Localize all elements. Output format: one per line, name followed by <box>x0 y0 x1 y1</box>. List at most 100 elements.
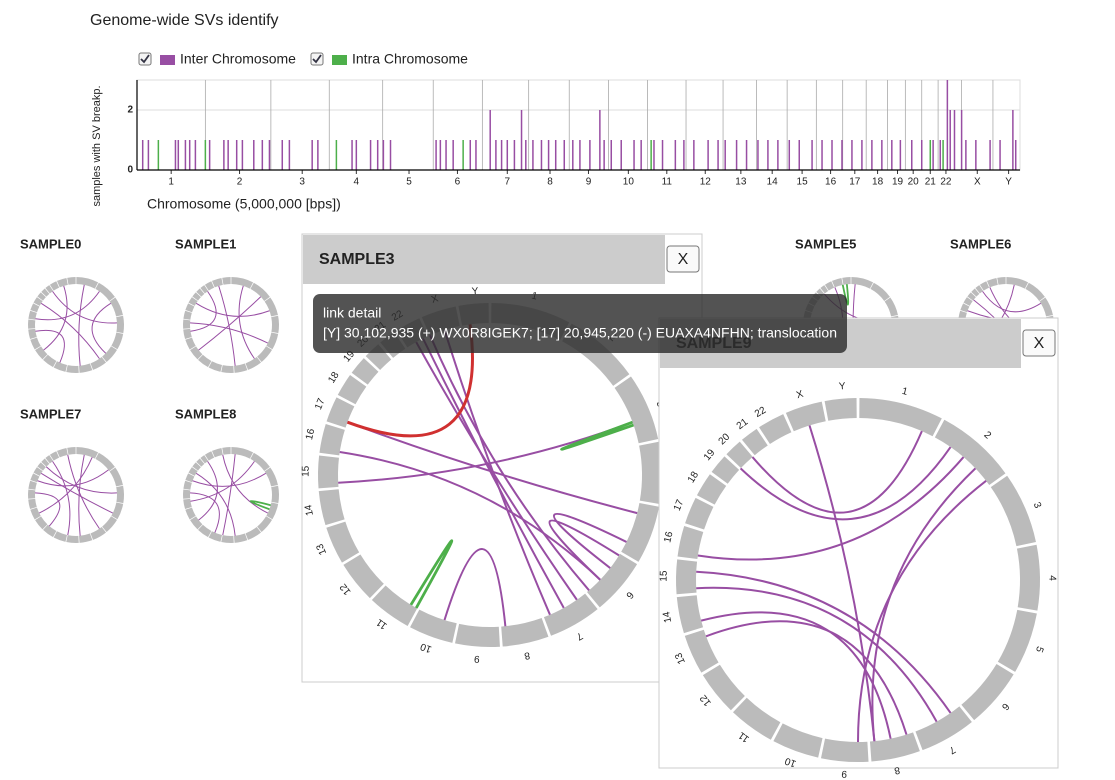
chromosome-segment <box>116 485 124 504</box>
sample-name[interactable]: SAMPLE5 <box>795 236 856 251</box>
sample-name[interactable]: SAMPLE8 <box>175 406 236 421</box>
bar <box>939 140 941 170</box>
chromosome-segment <box>859 398 942 437</box>
chromosome-segment <box>676 559 698 595</box>
bar <box>745 140 748 170</box>
chromosome-segment <box>30 507 41 520</box>
chromosome-segment <box>66 535 79 543</box>
chromosome-segment <box>95 282 115 301</box>
bar <box>661 140 664 170</box>
chromosome-segment <box>934 419 1006 486</box>
chromosome-segment <box>45 455 54 464</box>
legend-checkbox[interactable] <box>310 52 324 66</box>
link <box>857 480 987 743</box>
bar <box>899 140 902 170</box>
sample-name[interactable]: SAMPLE7 <box>20 406 81 421</box>
bar <box>949 110 951 170</box>
sample-name[interactable]: SAMPLE0 <box>20 236 81 251</box>
x-tick-label: 22 <box>940 177 952 188</box>
chromosome-segment <box>1016 544 1040 611</box>
bar <box>777 140 779 170</box>
chromosome-segment <box>76 447 99 459</box>
chromosome-segment <box>183 498 192 510</box>
chromosome-segment <box>222 447 231 455</box>
chromosome-segment <box>264 467 278 487</box>
chromosome-label: 16 <box>662 530 675 544</box>
chromosome-label: 6 <box>623 589 635 601</box>
chromosome-segment <box>234 363 248 373</box>
chromosome-segment <box>28 498 37 510</box>
chromosome-segment <box>271 485 279 504</box>
chromosome-segment <box>785 401 826 432</box>
sample-name[interactable]: SAMPLE6 <box>950 236 1011 251</box>
chromosome-segment <box>975 285 984 294</box>
y-tick-label: 0 <box>127 165 133 176</box>
chromosome-label: 16 <box>304 427 317 441</box>
close-label[interactable]: X <box>678 251 689 268</box>
chromosome-segment <box>183 310 192 320</box>
chromosome-segment <box>343 554 384 599</box>
bar <box>382 140 385 170</box>
close-label[interactable]: X <box>1034 335 1045 352</box>
link <box>52 461 71 536</box>
link <box>982 291 1042 313</box>
chromosome-segment <box>183 489 191 499</box>
bar <box>204 140 207 170</box>
x-tick-label: 6 <box>455 177 461 188</box>
chromosome-segment <box>990 475 1036 547</box>
chromosome-segment <box>684 629 719 673</box>
chromosome-segment <box>997 277 1006 285</box>
bar <box>525 140 527 170</box>
chromosome-segment <box>326 521 360 563</box>
chromosome-segment <box>960 303 970 313</box>
bar <box>184 140 187 170</box>
legend-label: Intra Chromosome <box>352 51 468 67</box>
bar <box>579 140 581 170</box>
bar <box>1014 140 1017 170</box>
chromosome-label: 8 <box>893 764 901 776</box>
link <box>238 285 255 359</box>
chromosome-segment <box>915 706 972 751</box>
chromosome-segment <box>45 285 54 294</box>
chromosome-segment <box>109 297 123 317</box>
close-button[interactable] <box>1022 329 1056 357</box>
link <box>35 291 100 321</box>
chromosome-segment <box>271 315 279 334</box>
bar <box>735 140 738 170</box>
link <box>190 322 269 344</box>
bar <box>989 140 991 170</box>
tooltip-text: [Y] 30,102,935 (+) WX0R8IGEK7; [17] 20,9… <box>323 325 837 341</box>
x-tick-label: Y <box>1005 177 1012 188</box>
sample-name[interactable]: SAMPLE1 <box>175 236 236 251</box>
chromosome-label: 22 <box>753 405 769 420</box>
chromosome-segment <box>53 531 68 542</box>
bar <box>674 140 677 170</box>
x-tick-label: 4 <box>354 177 360 188</box>
chromosome-segment <box>56 447 68 458</box>
link <box>443 329 551 616</box>
chromosome-segment <box>183 319 191 329</box>
x-tick-label: 20 <box>908 177 920 188</box>
link <box>198 461 218 521</box>
bar <box>788 140 791 170</box>
chromosome-segment <box>30 337 41 350</box>
legend-checkbox[interactable] <box>138 52 152 66</box>
chromosome-segment <box>820 285 829 294</box>
link <box>739 446 952 521</box>
close-button[interactable] <box>666 245 700 273</box>
chromosome-segment <box>741 428 768 456</box>
chromosome-label: 9 <box>473 653 480 664</box>
x-tick-label: 11 <box>662 177 673 188</box>
x-tick-label: 14 <box>767 177 779 188</box>
bar <box>717 140 719 170</box>
chromosome-label: Y <box>839 381 847 393</box>
bar <box>335 140 338 170</box>
chromosome-segment <box>851 277 874 289</box>
bar <box>603 140 605 170</box>
chromosome-segment <box>221 535 234 543</box>
chromosome-segment <box>685 497 714 530</box>
chromosome-segment <box>410 609 457 643</box>
legend-swatch <box>332 55 347 65</box>
chromosome-label: 10 <box>783 755 798 769</box>
